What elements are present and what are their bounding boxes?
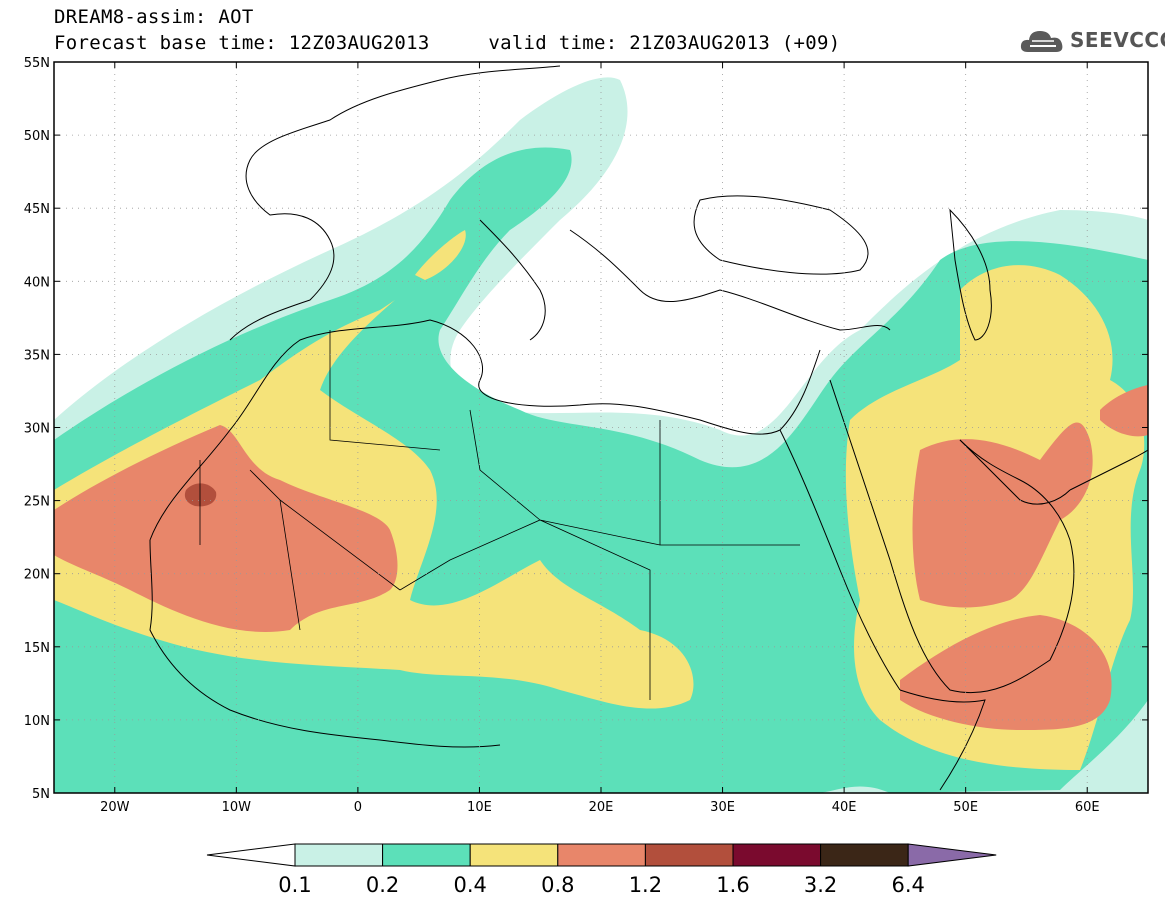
colorbar-upper-extension xyxy=(907,843,997,867)
coastline-arabia xyxy=(829,379,1075,694)
coastline-europe xyxy=(229,65,561,341)
lon-tick-label: 20W xyxy=(100,800,130,815)
lon-tick-label: 10W xyxy=(222,800,252,815)
axis-ticks xyxy=(54,61,1148,794)
coastline-balkans-turkey xyxy=(569,229,891,331)
lon-tick-label: 0 xyxy=(354,800,362,815)
lat-tick-label: 50N xyxy=(24,129,50,144)
coastline-horn-africa xyxy=(899,689,986,791)
colorbar-swatch xyxy=(294,843,384,867)
lat-tick-label: 5N xyxy=(32,787,50,802)
lat-tick-label: 10N xyxy=(24,714,50,729)
lon-tick-label: 40E xyxy=(832,800,857,815)
logo-text: SEEVCCC xyxy=(1070,28,1165,52)
lat-tick-label: 35N xyxy=(24,348,50,363)
lon-tick-label: 60E xyxy=(1075,800,1100,815)
lat-tick-label: 45N xyxy=(24,202,50,217)
lon-tick-label: 20E xyxy=(589,800,614,815)
lat-tick-label: 55N xyxy=(24,56,50,71)
colorbar-label: 6.4 xyxy=(891,873,924,897)
map-grid xyxy=(54,62,1148,793)
border-lines xyxy=(199,330,800,700)
lon-tick-label: 30E xyxy=(710,800,735,815)
coastline-north-africa xyxy=(149,319,821,541)
lat-tick-label: 25N xyxy=(24,495,50,510)
colorbar-label: 1.6 xyxy=(716,873,749,897)
longitude-labels: 20W 10W 0 10E 20E 30E 40E 50E 60E xyxy=(100,800,1100,815)
coastline-caspian xyxy=(949,208,992,341)
coastline-red-sea xyxy=(779,429,901,691)
colorbar-label: 0.2 xyxy=(366,873,399,897)
coastline-black-sea xyxy=(693,195,869,275)
colorbar-swatch xyxy=(644,843,734,867)
colorbar-swatch xyxy=(557,843,646,867)
aot-level-0.8-arabia xyxy=(912,422,1093,608)
colorbar: 0.1 0.2 0.4 0.8 1.2 1.6 3.2 6.4 xyxy=(206,843,997,897)
latitude-labels: 55N 50N 45N 40N 35N 30N 25N 20N 15N 10N 5N xyxy=(24,56,50,802)
lat-tick-label: 40N xyxy=(24,275,50,290)
seevccc-logo: SEEVCCC xyxy=(1018,24,1165,58)
lon-tick-label: 10E xyxy=(467,800,492,815)
lon-tick-label: 50E xyxy=(953,800,978,815)
colorbar-swatch xyxy=(469,843,559,867)
colorbar-swatch xyxy=(732,843,822,867)
aot-level-0.8-west xyxy=(54,425,398,632)
colorbar-lower-extension xyxy=(206,843,296,867)
colorbar-label: 0.1 xyxy=(278,873,311,897)
colorbar-label: 0.8 xyxy=(541,873,574,897)
coastline-west-africa xyxy=(149,539,501,748)
cloud-logo-icon xyxy=(1020,31,1063,52)
map-title: DREAM8-assim: AOT xyxy=(54,6,254,28)
lat-tick-label: 20N xyxy=(24,568,50,583)
colorbar-swatch xyxy=(382,843,471,867)
lat-tick-label: 15N xyxy=(24,641,50,656)
coastlines xyxy=(149,65,1148,791)
aot-level-0.4-italy xyxy=(415,230,466,280)
colorbar-label: 3.2 xyxy=(804,873,837,897)
aot-level-0.8-iran xyxy=(1100,385,1148,437)
coastline-persian-gulf xyxy=(959,439,1071,505)
colorbar-label: 1.2 xyxy=(629,873,662,897)
coastline-italy xyxy=(479,219,546,341)
lat-tick-label: 30N xyxy=(24,422,50,437)
forecast-time-info: Forecast base time: 12Z03AUG2013 valid t… xyxy=(54,32,841,54)
colorbar-label: 0.4 xyxy=(453,873,486,897)
colorbar-swatch xyxy=(820,843,909,867)
coastline-iran xyxy=(1069,449,1148,491)
